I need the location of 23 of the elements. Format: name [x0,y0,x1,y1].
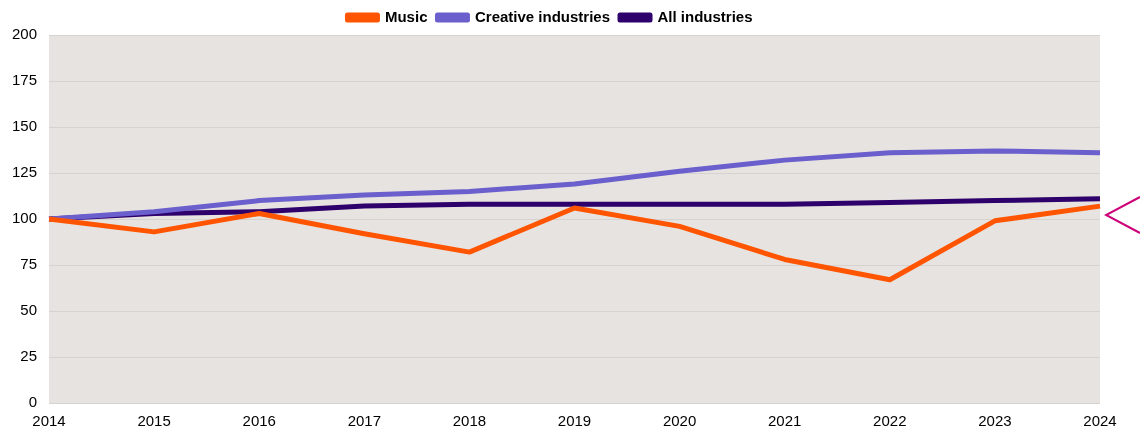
y-tick-label: 150 [12,117,38,135]
x-tick-label: 2018 [452,412,487,430]
y-tick-label: 75 [20,255,38,273]
y-tick-label: 0 [28,393,38,411]
y-tick-label: 25 [20,347,38,365]
y-tick-label: 175 [12,71,38,89]
y-tick-label: 50 [20,301,38,319]
x-tick-label: 2017 [347,412,382,430]
x-tick-label: 2023 [978,412,1012,430]
y-tick-label: 200 [12,25,38,43]
x-tick-label: 2024 [1083,412,1117,430]
y-tick-label: 100 [12,209,38,227]
x-tick-label: 2020 [662,412,697,430]
legend-label: Music [384,7,428,25]
legend-label: All industries [657,7,753,25]
y-tick-label: 125 [12,163,38,181]
x-tick-label: 2014 [32,412,66,430]
x-tick-label: 2019 [557,412,592,430]
x-tick-label: 2015 [137,412,171,430]
legend-label: Creative industries [474,7,611,25]
x-tick-label: 2021 [768,412,802,430]
x-tick-label: 2022 [873,412,907,430]
x-tick-label: 2016 [242,412,276,430]
